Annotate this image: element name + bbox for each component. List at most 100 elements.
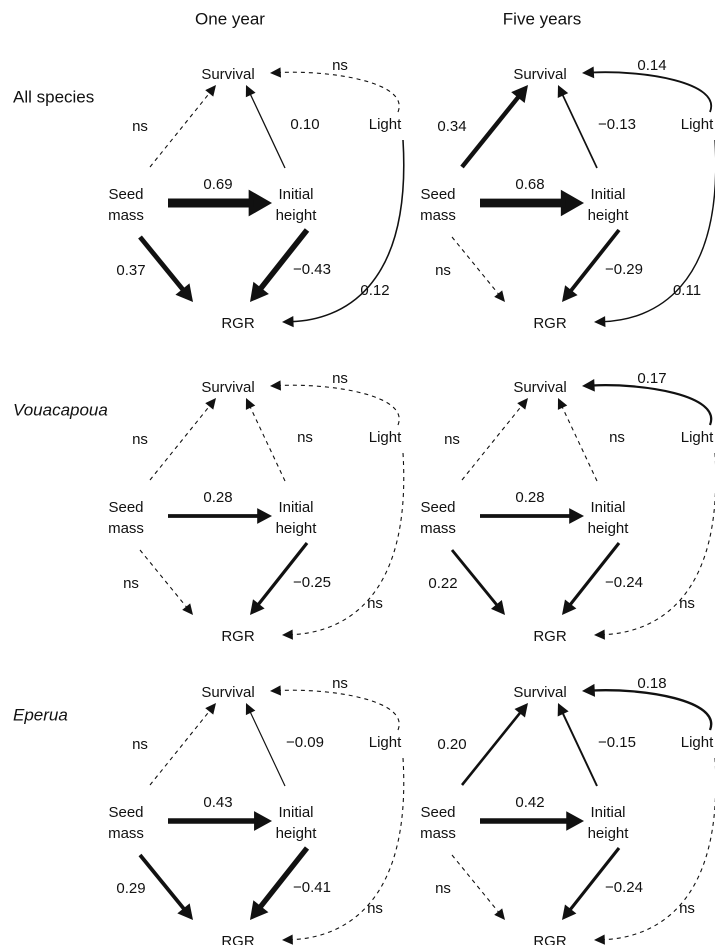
- panel: 0.20 −0.15 0.18 0.42 ns −0.24 ns Survival Seed ma…: [420, 675, 715, 950]
- node-light: Light: [681, 734, 714, 751]
- arrowhead: [282, 629, 293, 640]
- edge-label: −0.15: [598, 734, 636, 751]
- light-bg: [364, 116, 406, 134]
- edge-label: −0.29: [605, 261, 643, 278]
- light-bg: [676, 429, 715, 447]
- row-label: Vouacapoua: [13, 400, 108, 419]
- node-height: Initial: [590, 499, 625, 516]
- arrowhead: [582, 379, 595, 392]
- column-title: Five years: [503, 9, 581, 28]
- edge: [594, 453, 715, 640]
- node-seed: mass: [420, 825, 456, 842]
- arrowhead: [270, 685, 282, 696]
- node-seed: Seed: [108, 499, 143, 516]
- light-bg: [364, 429, 406, 447]
- node-light: Light: [681, 116, 714, 133]
- arrowhead: [175, 283, 193, 302]
- arrowhead: [282, 934, 293, 945]
- edge: [270, 67, 400, 113]
- edge-label: ns: [332, 57, 348, 74]
- arrowhead: [566, 811, 584, 831]
- edge: [168, 189, 272, 217]
- arrow-shaft: [149, 91, 212, 168]
- edge: [250, 228, 310, 302]
- edge-label: ns: [132, 736, 148, 753]
- edge: [582, 379, 713, 426]
- arrowhead: [250, 599, 265, 615]
- arrow-shaft: [592, 689, 713, 731]
- arrowhead: [557, 703, 569, 717]
- arrowhead: [177, 903, 193, 920]
- edge: [245, 398, 286, 482]
- edge: [149, 703, 216, 786]
- edge-label: 0.14: [637, 57, 666, 74]
- edge: [461, 398, 528, 481]
- node-survival: Survival: [201, 684, 254, 701]
- edge: [582, 683, 713, 731]
- node-height: Initial: [278, 186, 313, 203]
- arrow-shaft: [149, 404, 212, 481]
- edge-label: −0.41: [293, 879, 331, 896]
- edge: [450, 549, 505, 615]
- arrowhead: [557, 85, 569, 99]
- edge: [460, 703, 528, 786]
- node-light: Light: [369, 734, 402, 751]
- arrowhead: [557, 398, 568, 410]
- edge: [451, 854, 505, 920]
- arrowhead: [514, 703, 528, 718]
- edge-label: 0.28: [203, 489, 232, 506]
- node-height: height: [588, 520, 630, 537]
- edge-label: −0.09: [286, 734, 324, 751]
- node-seed: Seed: [420, 186, 455, 203]
- edge: [282, 757, 405, 945]
- arrow-shaft: [291, 139, 405, 323]
- arrow-shaft: [461, 404, 524, 481]
- column-title: One year: [195, 9, 265, 28]
- arrow-shaft: [591, 384, 713, 426]
- edge-label: ns: [132, 118, 148, 135]
- edge-label: 0.17: [637, 370, 666, 387]
- arrow-shaft: [567, 542, 621, 608]
- arrow-shaft: [561, 93, 598, 169]
- edge-label: 0.11: [673, 282, 701, 299]
- arrow-shaft: [138, 235, 187, 294]
- node-survival: Survival: [513, 66, 566, 83]
- edge: [282, 452, 405, 640]
- node-seed: Seed: [108, 804, 143, 821]
- edge: [557, 703, 598, 787]
- arrowhead: [569, 508, 584, 524]
- light-bg: [364, 734, 406, 752]
- arrow-shaft: [567, 228, 621, 294]
- node-seed: mass: [108, 207, 144, 224]
- node-height: height: [276, 825, 318, 842]
- edge: [557, 85, 598, 169]
- edge: [250, 846, 310, 920]
- node-rgr: RGR: [221, 315, 255, 332]
- edge-label: 0.69: [203, 176, 232, 193]
- edge: [139, 549, 193, 615]
- edge: [480, 508, 584, 524]
- edge-label: ns: [435, 880, 451, 897]
- node-height: height: [276, 520, 318, 537]
- edge: [245, 703, 286, 787]
- arrowhead: [490, 600, 505, 615]
- arrowhead: [582, 66, 595, 79]
- edge-label: ns: [123, 575, 139, 592]
- edge-label: −0.13: [598, 116, 636, 133]
- arrow-shaft: [591, 71, 713, 113]
- arrowhead: [594, 934, 605, 945]
- arrowhead: [282, 315, 294, 328]
- edge-label: ns: [444, 431, 460, 448]
- node-seed: mass: [108, 520, 144, 537]
- edge-label: ns: [332, 370, 348, 387]
- edge-label: 0.22: [428, 575, 457, 592]
- edge: [557, 398, 598, 482]
- node-height: Initial: [278, 804, 313, 821]
- edge-label: 0.12: [360, 282, 389, 299]
- arrowhead: [245, 85, 256, 98]
- light-bg: [676, 116, 715, 134]
- node-survival: Survival: [513, 684, 566, 701]
- panel: ns ns 0.17 0.28 0.22 −0.24 ns Survival Seed mass I…: [420, 370, 715, 645]
- arrow-shaft: [290, 757, 405, 941]
- arrow-shaft: [460, 710, 523, 786]
